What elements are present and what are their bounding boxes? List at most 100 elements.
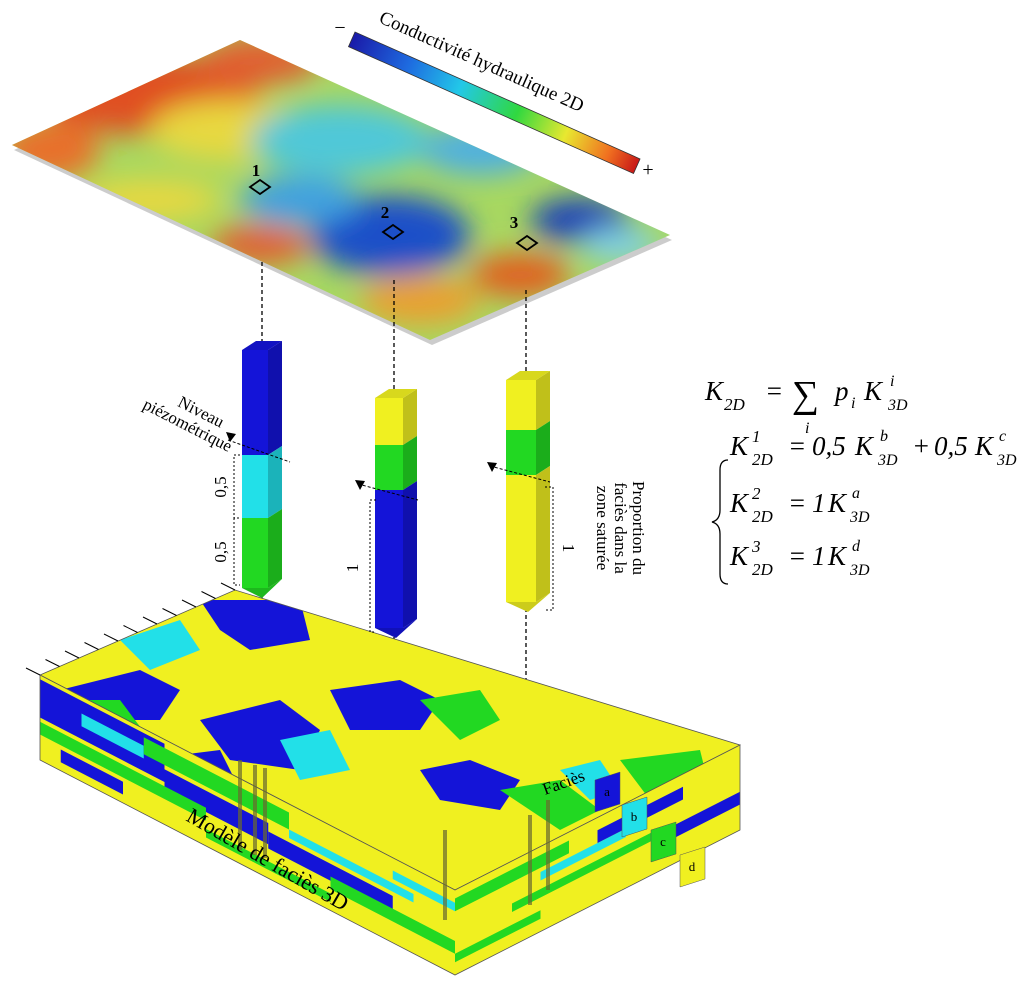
column-side — [403, 389, 417, 445]
side-face — [40, 675, 455, 975]
colorbar-min: − — [334, 17, 345, 39]
equation-token: K — [704, 376, 725, 406]
equation-token: 2D — [752, 450, 774, 469]
facies-layer — [164, 769, 269, 845]
colorbar-max: + — [642, 159, 653, 181]
equation-token: p — [833, 376, 849, 406]
equation-token: = — [788, 431, 806, 461]
proportion-line: Proportion du — [629, 481, 648, 575]
equation-token: = — [788, 488, 806, 518]
facies-layer — [60, 749, 123, 795]
column-side — [536, 421, 550, 475]
tick — [220, 582, 236, 591]
column-face — [242, 455, 268, 518]
equation-token: 3 — [751, 537, 761, 556]
point-label: 1 — [252, 161, 261, 180]
equation-token: 3D — [996, 452, 1017, 469]
brace — [711, 459, 729, 585]
tick — [25, 667, 41, 676]
legend-swatch — [621, 796, 648, 838]
column-top — [375, 389, 417, 398]
equation-token: d — [852, 538, 861, 555]
proportion-label: Proportion dufaciès dans lazone saturée — [593, 481, 648, 575]
facies-patch — [280, 730, 350, 780]
facies-patch — [330, 680, 440, 730]
point-label: 2 — [381, 203, 390, 222]
facies-layer — [81, 713, 144, 759]
equation-token: 3D — [849, 509, 870, 526]
equation-token: 0,5 — [812, 431, 846, 461]
equation-token: 1 — [812, 541, 826, 571]
equation-token: 2D — [752, 507, 774, 526]
facies-layer — [330, 876, 455, 954]
legend-item: d — [689, 859, 696, 874]
equation-token: K — [827, 541, 848, 571]
column-side — [268, 509, 282, 588]
column-side — [268, 446, 282, 518]
column-label: 0,5 — [211, 541, 230, 562]
legend-item: c — [660, 834, 666, 849]
column-bottom — [506, 593, 550, 612]
column-label: 1 — [559, 544, 578, 553]
tick — [84, 642, 99, 650]
equation-token: K — [729, 431, 750, 461]
column-side — [403, 481, 417, 628]
column-face — [375, 445, 403, 490]
equation-token: b — [880, 428, 888, 445]
facies-patch — [420, 760, 520, 810]
column-bottom — [242, 579, 282, 598]
column-face — [506, 475, 536, 602]
legend-swatch — [679, 846, 706, 888]
column-bottom — [375, 619, 417, 638]
equation-token: 3D — [877, 452, 898, 469]
column-face — [242, 518, 268, 588]
facies-patch — [120, 620, 200, 670]
column-face — [375, 490, 403, 628]
legend-item: a — [604, 784, 610, 799]
equation-token: 2 — [752, 484, 761, 503]
tick — [181, 599, 197, 608]
legend-swatch — [650, 821, 677, 863]
tick — [45, 659, 60, 667]
side-face — [455, 745, 740, 975]
tick — [201, 591, 216, 599]
equation-token: 1 — [752, 427, 761, 446]
equation-token: i — [851, 395, 855, 412]
equation-token: i — [805, 420, 809, 437]
equation-token: K — [863, 376, 884, 406]
equation-token: = — [788, 541, 806, 571]
tick — [103, 633, 119, 642]
equation-token: K — [974, 431, 995, 461]
equation-token: = — [765, 376, 783, 406]
equation-token: ∑ — [792, 374, 819, 416]
column-label: 1 — [343, 564, 362, 573]
equation-token: 1 — [812, 488, 826, 518]
facies-layer — [512, 831, 655, 912]
block-outline — [39, 674, 741, 976]
columns — [242, 341, 550, 638]
colorbar — [347, 31, 641, 175]
equation-token: 2D — [752, 560, 774, 579]
legend-swatch — [594, 771, 621, 813]
proportion-line: faciès dans la — [611, 482, 630, 574]
column-face — [375, 398, 403, 445]
facies-patch — [420, 690, 500, 740]
tick — [123, 625, 138, 633]
proportion-line: zone saturée — [593, 486, 612, 570]
column-label: 0,5 — [211, 476, 230, 497]
legend-item: b — [631, 809, 638, 824]
column-side — [403, 436, 417, 490]
equation-token: K — [729, 488, 750, 518]
facies-layer — [206, 829, 331, 902]
facies-layer — [455, 910, 541, 963]
tick — [142, 616, 158, 625]
facies-layer — [540, 828, 626, 881]
column-top — [242, 341, 282, 350]
column-face — [506, 430, 536, 475]
equation-token: c — [999, 428, 1006, 445]
water-level-lines — [227, 439, 551, 501]
facies-layer — [455, 840, 569, 912]
equation-token: 2D — [724, 395, 746, 414]
